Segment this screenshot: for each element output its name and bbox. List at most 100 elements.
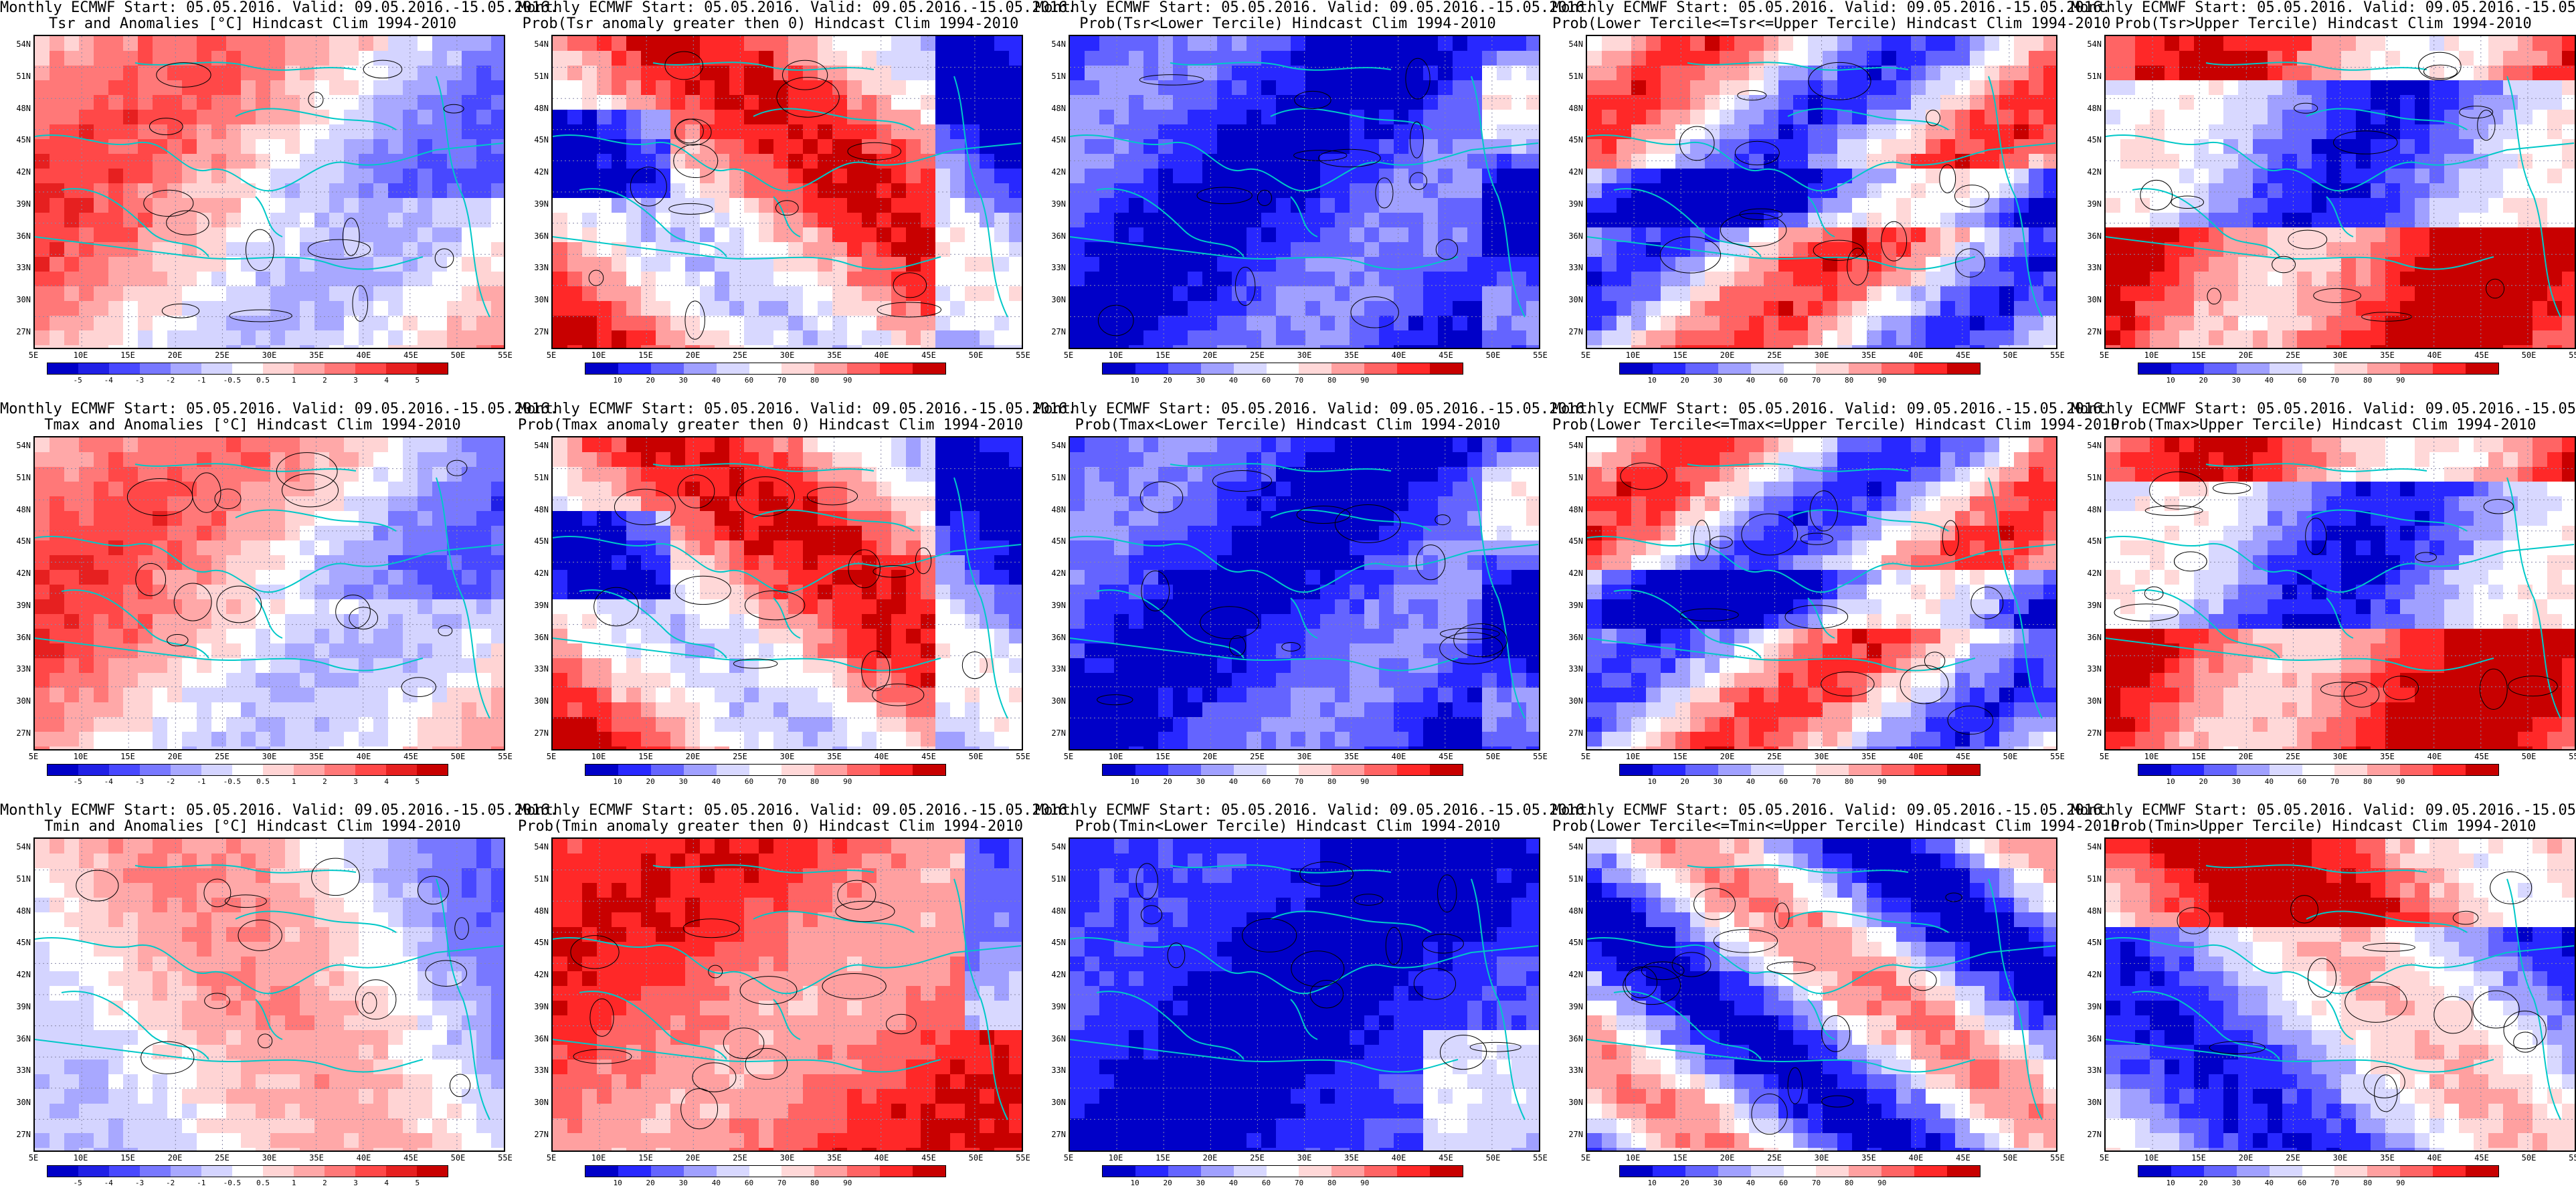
field-cell (641, 110, 656, 125)
field-cell (2223, 301, 2239, 316)
field-cell (491, 599, 504, 615)
colour-scale-tick: 0.5 (256, 376, 270, 385)
field-cell (2312, 316, 2327, 331)
field-cell (108, 452, 124, 468)
field-cell (1217, 272, 1232, 287)
field-cell (2429, 139, 2445, 155)
field-cell (729, 242, 745, 258)
field-cell (79, 732, 94, 747)
isotherm-contour (229, 309, 292, 322)
field-cell (491, 643, 504, 659)
field-cell (1911, 227, 1926, 243)
isotherm-contour (335, 595, 371, 629)
field-cell (1438, 301, 1453, 316)
field-cell (2488, 51, 2504, 66)
colour-scale-swatch (417, 363, 448, 374)
field-cell (862, 51, 877, 66)
field-cell (491, 213, 504, 228)
field-cell (1438, 242, 1453, 258)
field-cell (1926, 66, 1941, 81)
field-cell (418, 124, 433, 140)
field-cell (1261, 154, 1277, 169)
field-cell (1423, 51, 1439, 66)
field-cell (1320, 110, 1336, 125)
field-cell (94, 286, 109, 302)
field-cell (359, 688, 374, 703)
field-cell (1482, 301, 1497, 316)
field-cell (553, 139, 568, 155)
field-cell (211, 257, 227, 272)
field-cell (1940, 66, 1956, 81)
field-cell (2223, 169, 2239, 184)
field-cell (1438, 272, 1453, 287)
field-cell (1602, 110, 1617, 125)
field-cell (1926, 110, 1941, 125)
field-cell (182, 301, 197, 316)
field-cell (167, 658, 183, 674)
field-cell (700, 110, 715, 125)
field-cell (744, 242, 759, 258)
field-cell (226, 257, 242, 272)
field-cell (641, 66, 656, 81)
field-cell (2282, 80, 2298, 96)
coastline (134, 62, 357, 71)
field-cell (670, 169, 686, 184)
field-cell (1617, 286, 1632, 302)
field-cell (1778, 66, 1794, 81)
field-cell (832, 36, 848, 52)
field-cell (79, 746, 94, 749)
field-cell (2194, 95, 2209, 110)
field-cell (1705, 51, 1720, 66)
field-cell (64, 614, 80, 629)
field-cell (818, 272, 833, 287)
field-cell (2282, 139, 2298, 155)
field-cell (1911, 139, 1926, 155)
field-cell (1497, 124, 1512, 140)
field-cell (2326, 51, 2342, 66)
field-cell (935, 227, 951, 243)
field-cell (1276, 95, 1291, 110)
field-cell (906, 36, 921, 52)
field-cell (1188, 169, 1203, 184)
field-cell (1350, 272, 1365, 287)
field-cell (211, 629, 227, 644)
field-cell (1526, 227, 1539, 243)
field-cell (2135, 198, 2150, 213)
longitude-label: 15E (1673, 350, 1687, 360)
isotherm-contour (1954, 185, 1990, 208)
latitude-label: 51N (2087, 71, 2102, 81)
field-cell (2326, 124, 2342, 140)
field-cell (1793, 124, 1809, 140)
field-cell (1985, 198, 2000, 213)
field-cell (2341, 169, 2357, 184)
field-cell (2429, 286, 2445, 302)
isotherm-contour (1435, 239, 1459, 260)
field-cell (491, 702, 504, 718)
field-cell (2150, 154, 2165, 169)
field-cell (803, 227, 818, 243)
field-cell (847, 213, 862, 228)
field-cell (447, 213, 462, 228)
field-cell (670, 213, 686, 228)
field-cell (2562, 124, 2575, 140)
field-cell (1764, 95, 1779, 110)
field-cell (1305, 169, 1321, 184)
field-cell (94, 614, 109, 629)
field-cell (403, 643, 418, 659)
field-cell (1143, 227, 1159, 243)
field-cell (1143, 124, 1159, 140)
field-cell (300, 482, 315, 497)
field-cell (300, 183, 315, 199)
field-cell (1690, 213, 1706, 228)
field-cell (462, 80, 477, 96)
latitude-label: 36N (16, 231, 31, 241)
field-cell (432, 746, 448, 749)
field-cell (1232, 36, 1247, 52)
field-cell (1202, 227, 1218, 243)
field-cell (1423, 286, 1439, 302)
field-cell (94, 257, 109, 272)
field-cell (2223, 345, 2239, 348)
field-cell (567, 301, 583, 316)
field-cell (476, 227, 492, 243)
latitude-label: 48N (16, 504, 31, 514)
